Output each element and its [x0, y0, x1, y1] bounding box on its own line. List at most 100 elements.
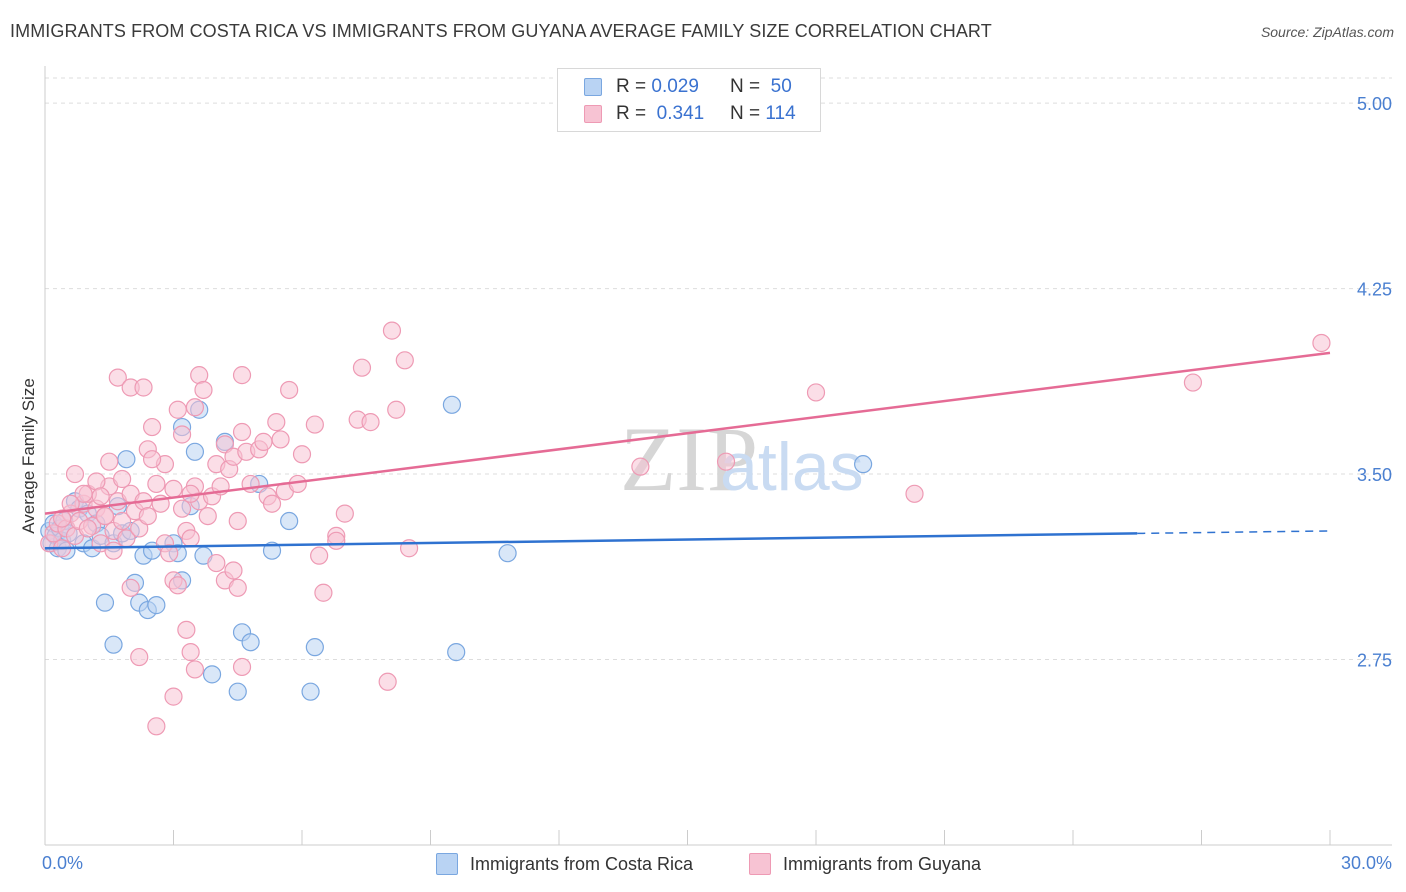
guyana-point	[314, 583, 333, 602]
guyana-point	[198, 506, 217, 526]
source-credit: Source: ZipAtlas.com	[1260, 24, 1394, 40]
guyana-point	[378, 672, 397, 691]
guyana-point	[1183, 373, 1203, 392]
guyana-point	[305, 415, 324, 434]
guyana-point	[207, 553, 226, 573]
guyana-point	[292, 445, 312, 464]
guyana-point	[232, 422, 252, 442]
guyana-point	[147, 717, 166, 736]
guyana-point	[716, 452, 736, 471]
costa-rica-point	[442, 395, 462, 414]
guyana-point	[1312, 333, 1331, 353]
guyana-point	[185, 660, 205, 679]
guyana-point	[905, 484, 924, 503]
costa-rica-trend-extension	[1137, 530, 1331, 535]
legend-box: R = 0.029 N = 50 R = 0.341 N = 114	[557, 68, 821, 132]
guyana-point	[387, 400, 406, 419]
guyana-point	[361, 413, 380, 432]
guyana-point	[382, 321, 402, 340]
costa-rica-point	[202, 665, 222, 684]
legend-n-label: N =	[729, 76, 761, 97]
y-axis-label: Average Family Size	[19, 378, 38, 534]
costa-rica-point	[280, 511, 299, 531]
bottom-legend-label: Immigrants from Costa Rica	[470, 853, 694, 874]
guyana-point	[395, 351, 414, 370]
guyana-point	[53, 509, 72, 528]
guyana-point	[160, 544, 179, 563]
costa-rica-point	[447, 643, 466, 662]
guyana-point	[232, 366, 252, 385]
guyana-point	[147, 474, 166, 494]
x-tick-label: 0.0%	[42, 853, 83, 873]
guyana-point	[61, 494, 80, 513]
bottom-legend-swatch-blue	[436, 853, 458, 875]
guyana-point	[112, 511, 132, 531]
legend-r-label: R =	[616, 103, 647, 124]
guyana-point	[228, 511, 247, 531]
x-tick-label: 30.0%	[1341, 853, 1392, 873]
legend-swatch-blue	[584, 78, 602, 96]
guyana-point	[142, 450, 162, 469]
costa-rica-point	[301, 682, 320, 701]
guyana-point	[181, 643, 200, 662]
guyana-point	[130, 647, 149, 667]
guyana-point	[232, 657, 252, 677]
legend-row-guyana: R = 0.341 N = 114	[584, 102, 796, 126]
series-guyana-points	[40, 321, 1331, 736]
guyana-point	[65, 464, 85, 484]
costa-rica-point	[305, 638, 324, 657]
bottom-legend-costa-rica: Immigrants from Costa Rica	[436, 851, 693, 877]
guyana-point	[194, 380, 213, 400]
guyana-point	[91, 487, 110, 506]
guyana-point	[254, 432, 273, 451]
costa-rica-point	[228, 682, 247, 701]
guyana-point	[121, 578, 140, 597]
costa-rica-point	[147, 596, 166, 615]
guyana-point	[168, 400, 187, 419]
legend-swatch-pink	[584, 105, 602, 123]
guyana-point	[164, 479, 183, 498]
bottom-legend-guyana: Immigrants from Guyana	[749, 851, 981, 877]
guyana-point	[352, 358, 372, 377]
costa-rica-point	[241, 633, 260, 652]
legend-n-value: 114	[765, 103, 796, 124]
guyana-point	[806, 383, 826, 402]
guyana-point	[224, 561, 243, 580]
guyana-point	[310, 546, 329, 565]
guyana-point	[181, 529, 200, 548]
guyana-point	[104, 541, 123, 560]
tick-labels: 2.75 3.50 4.25 5.00 0.0% 30.0%	[42, 94, 1392, 873]
y-tick-label: 3.50	[1357, 465, 1392, 485]
costa-rica-point	[117, 450, 136, 469]
guyana-point	[335, 504, 354, 523]
legend-n-label: N =	[729, 103, 761, 124]
guyana-point	[280, 380, 299, 400]
bottom-legend-swatch-pink	[749, 853, 771, 875]
trend-lines	[44, 351, 1331, 550]
costa-rica-point	[95, 593, 115, 612]
guyana-point	[168, 576, 187, 595]
y-tick-label: 5.00	[1357, 94, 1392, 114]
guyana-point	[138, 506, 157, 526]
y-tick-label: 4.25	[1357, 280, 1392, 300]
y-tick-label: 2.75	[1357, 651, 1392, 671]
guyana-point	[112, 469, 132, 489]
guyana-point	[164, 687, 183, 706]
guyana-point	[172, 425, 192, 444]
guyana-point	[185, 398, 205, 417]
guyana-point	[100, 452, 119, 471]
guyana-point	[327, 531, 346, 550]
guyana-point	[215, 435, 234, 454]
guyana-point	[228, 578, 247, 597]
chart-title: IMMIGRANTS FROM COSTA RICA VS IMMIGRANTS…	[10, 21, 992, 41]
legend-r-label: R =	[616, 76, 647, 97]
guyana-point	[142, 417, 162, 437]
legend-r-value: 0.341	[656, 103, 705, 124]
legend-r-value: 0.029	[651, 76, 699, 97]
bottom-legend-label: Immigrants from Guyana	[783, 853, 982, 874]
guyana-point	[134, 378, 153, 397]
costa-rica-point	[498, 544, 517, 563]
guyana-point	[267, 413, 286, 432]
costa-rica-point	[185, 442, 205, 461]
